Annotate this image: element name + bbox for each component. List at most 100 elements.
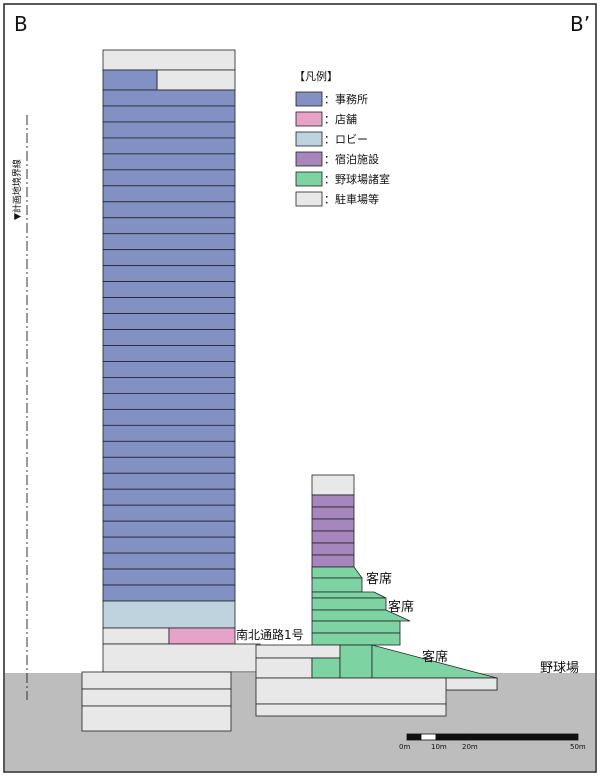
ballpark-parking-left-2 — [255, 657, 313, 679]
legend-hotel-swatch — [295, 151, 323, 167]
office-floor — [102, 456, 236, 474]
seats-upper — [311, 566, 363, 579]
seats-label-2: 客席 — [388, 599, 414, 615]
tower-roof-parking-2 — [156, 69, 236, 91]
scale-seg-1 — [406, 733, 422, 741]
scale-seg-4 — [464, 733, 579, 741]
office-floor — [102, 249, 236, 267]
office-floor — [102, 329, 236, 346]
office-floor — [102, 89, 236, 107]
ballpark-parking-left — [255, 644, 341, 659]
ballpark-room-5 — [311, 632, 401, 646]
legend-lobby-label: ：ロビー — [324, 133, 368, 146]
office-floor — [102, 169, 236, 187]
hotel-floor — [311, 530, 355, 544]
office-floor — [102, 281, 236, 299]
office-floor — [102, 121, 236, 139]
ballpark-room-2 — [311, 577, 363, 593]
section-start-label: B — [14, 12, 28, 36]
scale-bar: 0m 10m 20m 50m — [399, 733, 586, 751]
tower-roof-parking — [102, 49, 236, 71]
hotel-floor — [311, 506, 355, 520]
legend-ballpark-rooms-label: ：野球場諸室 — [324, 172, 390, 186]
legend-lobby-swatch — [295, 131, 323, 147]
seats-middle-a — [311, 591, 387, 599]
ballpark-room-3 — [311, 597, 387, 611]
ballpark-room-4 — [311, 620, 401, 634]
hotel-floor — [311, 554, 355, 568]
legend-ballpark-rooms-swatch — [295, 171, 323, 187]
legend-retail-label: ：店舗 — [324, 112, 357, 126]
office-floor — [102, 440, 236, 458]
office-floor — [102, 185, 236, 203]
ballpark-block — [255, 474, 498, 717]
scale-tick-20: 20m — [462, 743, 478, 751]
tower-basement-3 — [81, 705, 232, 732]
legend-title: 【凡例】 — [294, 69, 338, 83]
office-tower — [81, 49, 261, 732]
tower-basement-2 — [81, 688, 232, 707]
legend: 【凡例】 ：事務所 ：店舗 ：ロビー ：宿泊施設 ：野球場諸室 ：駐車場等 — [294, 69, 390, 207]
legend-hotel-label: ：宿泊施設 — [324, 152, 379, 166]
tower-ground-level — [102, 643, 261, 673]
scale-seg-2 — [420, 733, 437, 741]
office-floor — [102, 408, 236, 426]
section-end-label: B’ — [570, 12, 590, 36]
seats-label-1: 客席 — [366, 571, 392, 587]
office-floor — [102, 536, 236, 554]
office-floor — [102, 488, 236, 506]
office-floor — [102, 297, 236, 314]
office-floor — [102, 153, 236, 171]
office-floor — [102, 472, 236, 490]
tower-top-office — [102, 69, 158, 91]
tower-podium-parking — [102, 627, 170, 645]
office-floor — [102, 361, 236, 378]
office-floor — [102, 568, 236, 586]
office-floor — [102, 137, 236, 155]
passage-label: 南北通路1号 — [236, 627, 304, 642]
hotel-roof — [311, 474, 355, 496]
scale-tick-0: 0m — [399, 743, 410, 751]
legend-parking-label: ：駐車場等 — [324, 192, 379, 206]
office-floor — [102, 345, 236, 362]
seats-label-3: 客席 — [422, 649, 448, 665]
ballpark-room-7 — [339, 644, 373, 679]
office-floor — [102, 584, 236, 602]
office-floor — [102, 201, 236, 219]
ballpark-room-6 — [311, 657, 341, 679]
tower-retail — [168, 627, 236, 645]
legend-retail-swatch — [295, 111, 323, 127]
office-floor — [102, 504, 236, 522]
office-floor — [102, 377, 236, 394]
office-floor — [102, 424, 236, 442]
legend-office-swatch — [295, 91, 323, 107]
legend-parking-swatch — [295, 191, 323, 207]
office-floor — [102, 265, 236, 283]
ballpark-field-edge — [445, 677, 498, 691]
office-floor — [102, 313, 236, 330]
seats-middle-b — [311, 609, 411, 622]
boundary-label: ▼計画地境界線 — [11, 159, 23, 220]
tower-lobby — [102, 600, 236, 629]
tower-basement-1 — [81, 671, 232, 690]
hotel-floor — [311, 494, 355, 508]
ballpark-basement-2 — [255, 703, 447, 717]
scale-seg-3 — [435, 733, 466, 741]
office-floors — [102, 89, 236, 602]
office-floor — [102, 217, 236, 235]
hotel-floor — [311, 518, 355, 532]
office-floor — [102, 552, 236, 570]
scale-tick-10: 10m — [431, 743, 447, 751]
office-floor — [102, 393, 236, 410]
office-floor — [102, 105, 236, 123]
legend-items: ：事務所 ：店舗 ：ロビー ：宿泊施設 ：野球場諸室 ：駐車場等 — [295, 91, 390, 207]
office-floor — [102, 233, 236, 251]
scale-tick-50: 50m — [570, 743, 586, 751]
ballpark-label: 野球場 — [540, 661, 579, 676]
ballpark-basement-1 — [255, 677, 447, 705]
legend-office-label: ：事務所 — [324, 92, 368, 106]
hotel-floor — [311, 542, 355, 556]
hotel-floors — [311, 494, 355, 568]
office-floor — [102, 520, 236, 538]
